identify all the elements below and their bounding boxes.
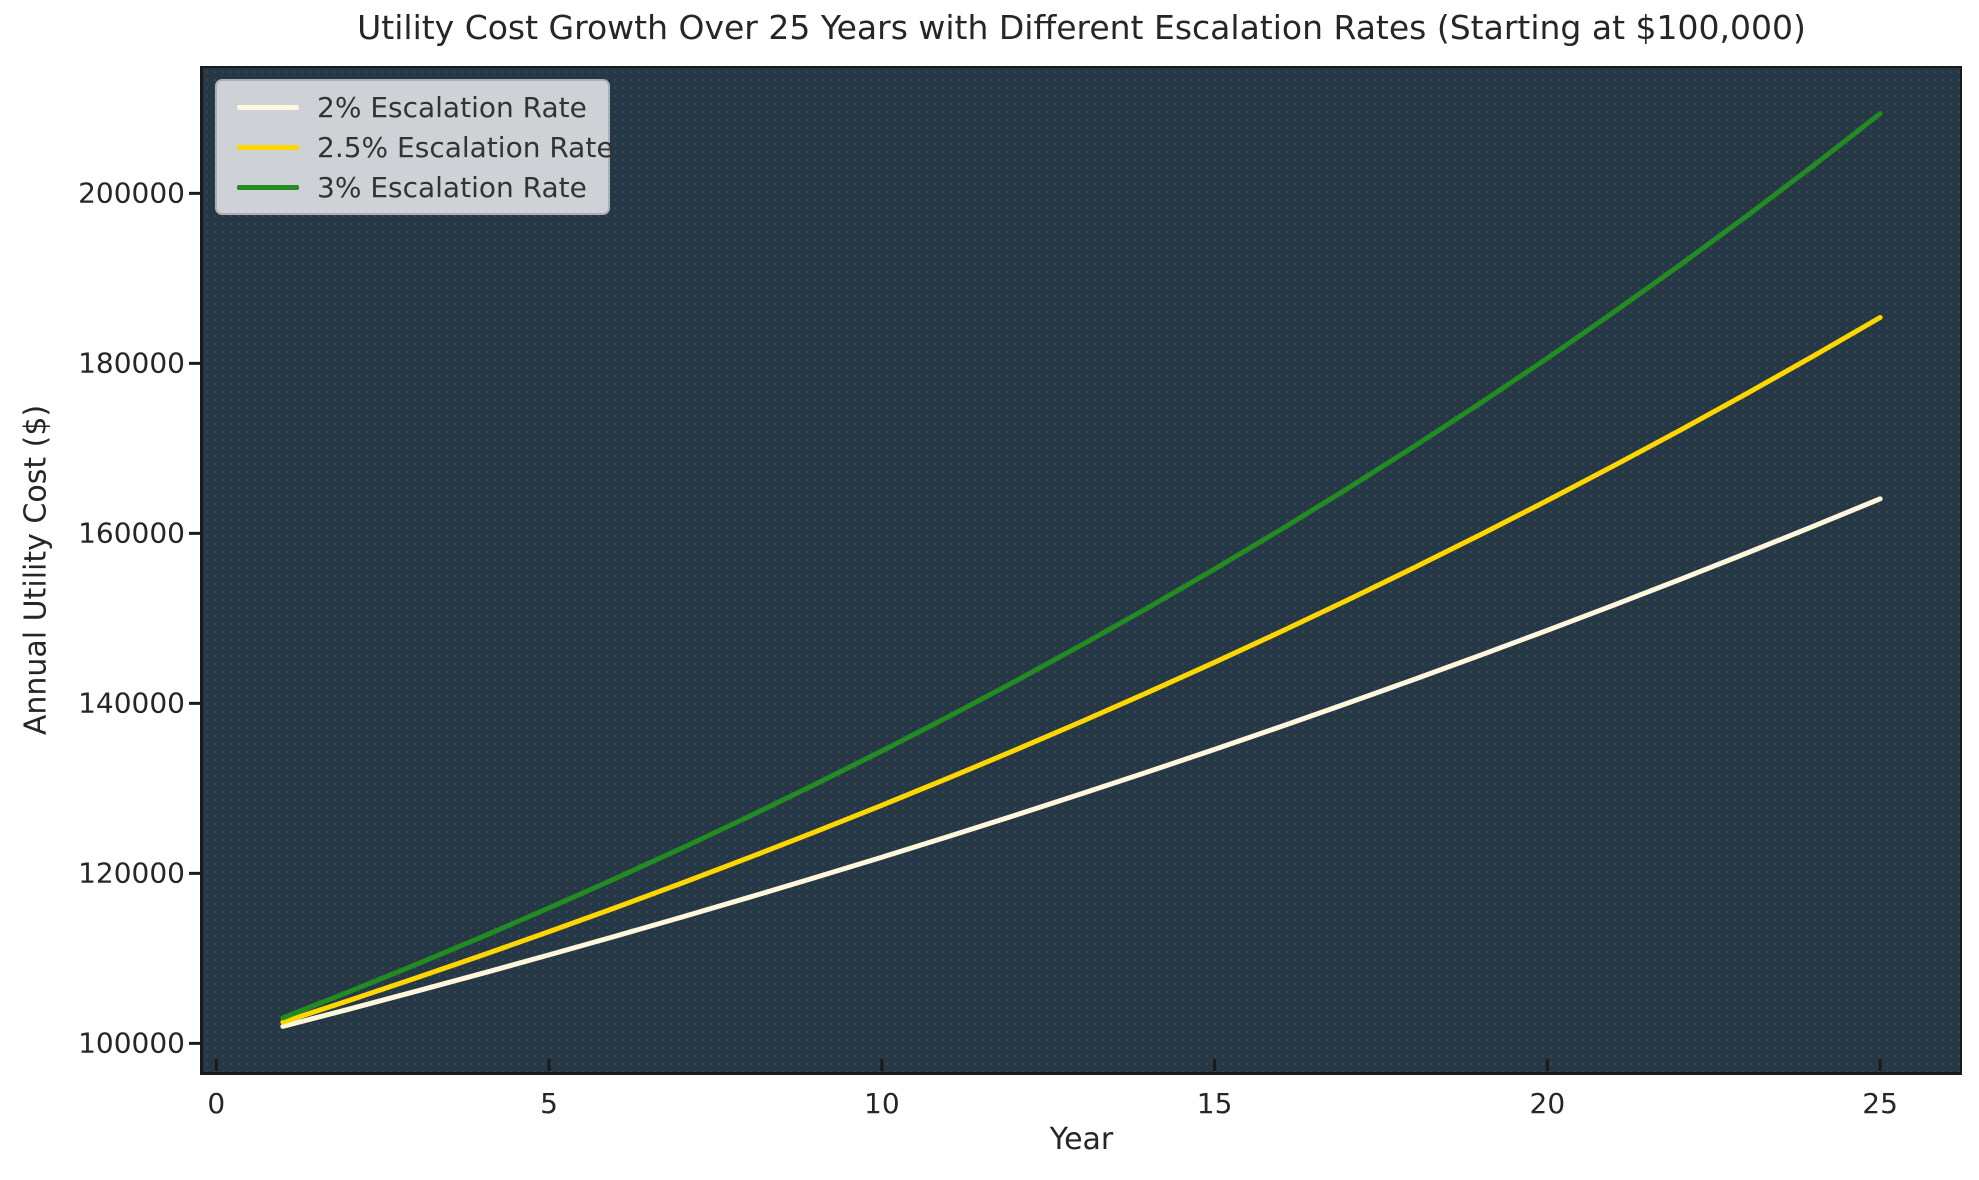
- y-axis-label: Annual Utility Cost ($): [18, 404, 54, 736]
- y-tick-label: 160000: [78, 516, 185, 550]
- legend-label-3pct: 3% Escalation Rate: [317, 170, 587, 204]
- legend-item-2-5pct: 2.5% Escalation Rate: [227, 131, 614, 164]
- legend-swatch-3pct: [237, 184, 299, 190]
- y-tick-label: 100000: [78, 1026, 185, 1060]
- series-line-0: [280, 496, 1883, 1029]
- x-tick-label: 20: [1529, 1087, 1566, 1120]
- legend-label-2pct: 2% Escalation Rate: [317, 90, 587, 124]
- plot-area: 2% Escalation Rate 2.5% Escalation Rate …: [189, 66, 1962, 1075]
- legend-swatch-2pct: [237, 104, 299, 110]
- legend-label-2-5pct: 2.5% Escalation Rate: [317, 130, 614, 164]
- legend-swatch-2-5pct: [237, 144, 299, 150]
- y-tick-label: 180000: [78, 346, 185, 380]
- y-tick-label: 140000: [78, 686, 185, 720]
- y-tick-label: 120000: [78, 856, 185, 890]
- series-line-1: [280, 315, 1883, 1025]
- plot-lines-canvas: [189, 111, 1883, 1071]
- x-tick-label: 10: [864, 1087, 900, 1120]
- x-tick-label: 5: [540, 1087, 558, 1120]
- x-axis-label: Year: [1049, 1122, 1114, 1157]
- legend-item-3pct: 3% Escalation Rate: [227, 171, 598, 204]
- legend-item-2pct: 2% Escalation Rate: [227, 91, 598, 124]
- y-tick-label: 200000: [78, 176, 185, 210]
- x-tick-label: 25: [1862, 1087, 1898, 1120]
- x-tick-label: 15: [1196, 1087, 1233, 1120]
- series-line-2: [280, 111, 1883, 1021]
- legend: 2% Escalation Rate 2.5% Escalation Rate …: [215, 79, 614, 215]
- chart-title: Utility Cost Growth Over 25 Years with D…: [357, 8, 1806, 47]
- x-tick-label: 0: [207, 1087, 226, 1120]
